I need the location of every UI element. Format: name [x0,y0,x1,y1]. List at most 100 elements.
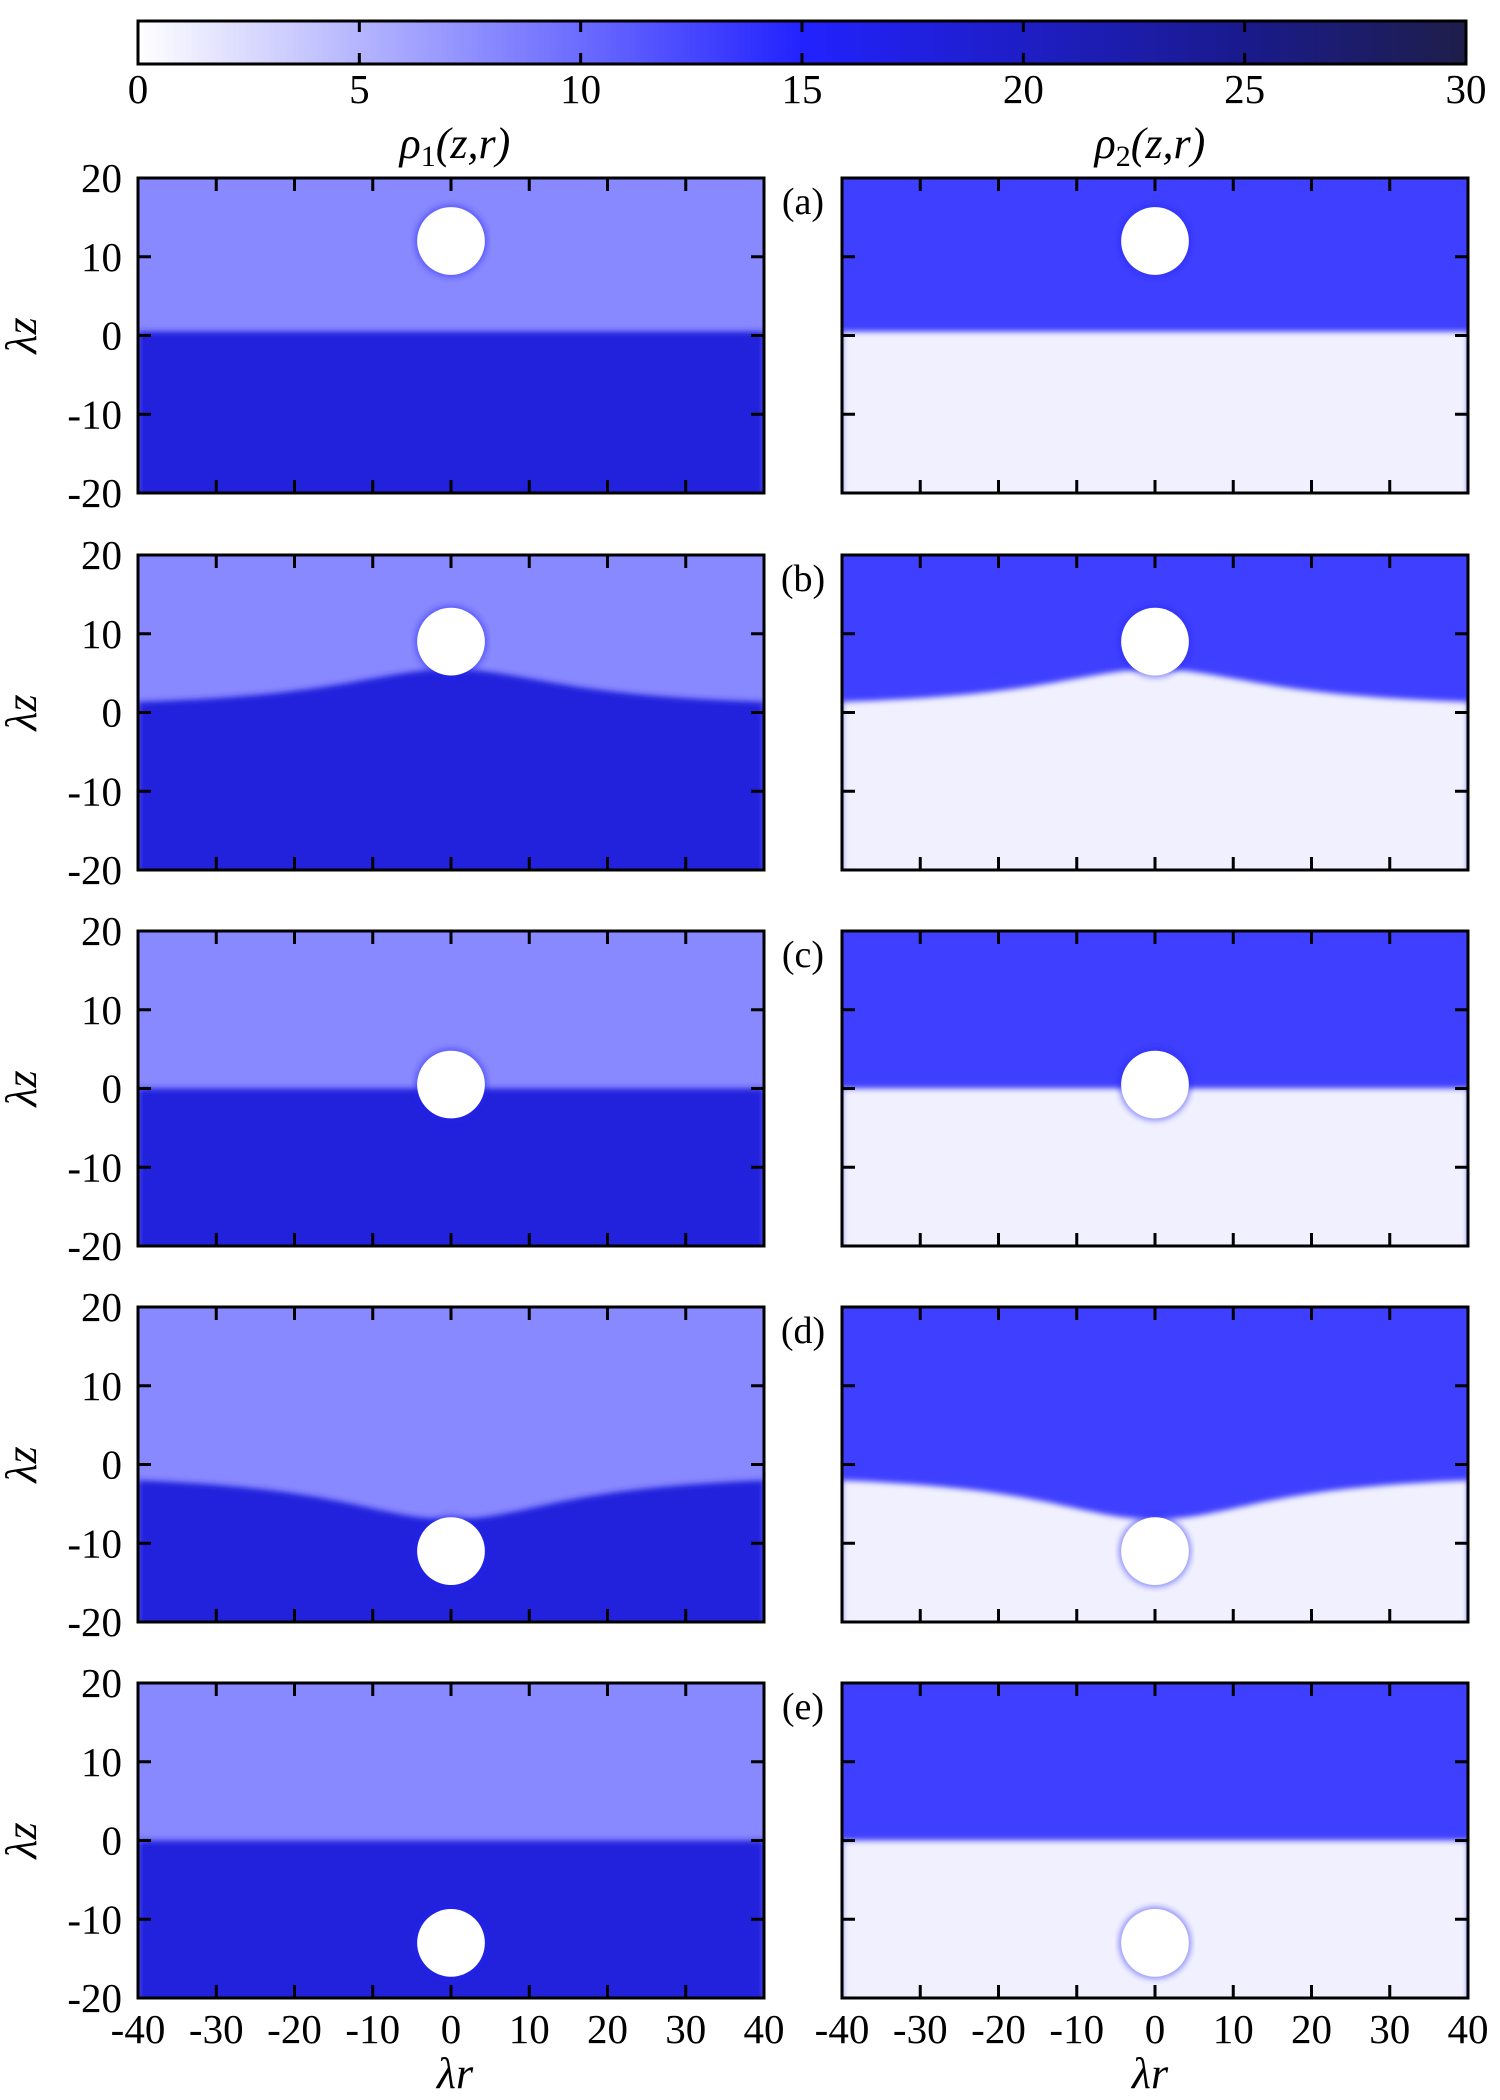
y-tick-label: -20 [67,470,122,516]
x-tick-label: -30 [893,2006,948,2052]
x-tick-label: -40 [111,2006,166,2052]
density-field [138,555,764,870]
x-tick-label: 0 [1145,2006,1166,2052]
density-panel-2-c [840,929,1470,1248]
density-field [138,178,764,493]
x-tick-label: 40 [1448,2006,1489,2052]
obstacle-circle [1121,1050,1189,1119]
y-tick-label: -10 [67,1520,122,1566]
lower-phase [842,331,1468,493]
y-axis-title: λz [0,1446,46,1484]
y-tick-label: -10 [67,1144,122,1190]
x-tick-label: -10 [345,2006,400,2052]
column-title-rho1-sub: 1 [421,140,436,173]
y-tick-label: 0 [102,1066,123,1112]
lower-phase [138,331,764,493]
panel-label: (a) [782,181,824,223]
density-panel-1-d: -20 -10 0 10 20 λz (d) [0,1284,825,1645]
panel-label: (b) [781,558,825,600]
x-tick-label: 30 [665,2006,706,2052]
panel-grid: -20 -10 0 10 20 λz (a) -20 -10 0 10 20 λz (b) -20 -10 0 1… [0,155,1470,2021]
obstacle-circle [417,607,485,676]
density-field [842,1307,1468,1622]
x-tick-label: -40 [815,2006,870,2052]
y-axis-title: λz [0,1822,46,1860]
obstacle-circle [417,1517,485,1585]
density-panel-1-e: -20 -10 0 10 20 λz (e) [0,1660,824,2021]
y-tick-label: -20 [67,1599,122,1645]
density-field [138,1683,764,1998]
colorbar-tick-label: 25 [1224,66,1265,112]
density-panel-2-a [840,176,1470,495]
density-field [842,1683,1468,1998]
colorbar-ticks: 0 5 10 15 20 25 30 [128,21,1487,112]
obstacle-circle [417,207,485,275]
density-field [138,1307,764,1622]
obstacle-circle [1121,1909,1189,1977]
y-tick-label: 10 [81,1739,122,1785]
x-tick-label: 30 [1369,2006,1410,2052]
column-title-rho2-sub: 2 [1116,140,1131,173]
obstacle-circle [1121,207,1189,275]
density-field [842,931,1468,1246]
column-title-rho2-args: (z,r) [1131,119,1206,168]
x-tick-label: 10 [509,2006,550,2052]
x-tick-label: 20 [1291,2006,1332,2052]
y-tick-label: 0 [102,1442,123,1488]
column-title-rho2: ρ2(z,r) [1093,119,1206,173]
y-tick-label: -10 [67,391,122,437]
panel-label: (d) [781,1310,825,1352]
x-tick-label: 20 [587,2006,628,2052]
obstacle-circle [1121,1517,1189,1585]
column-title-rho1-symbol: ρ [398,119,421,168]
y-tick-label: 20 [81,1284,122,1330]
density-field [842,178,1468,493]
y-tick-label: -10 [67,1896,122,1942]
density-field [842,555,1468,870]
lower-phase [138,669,764,870]
y-tick-label: -20 [67,847,122,893]
y-tick-label: -10 [67,768,122,814]
x-tick-label: -10 [1049,2006,1104,2052]
x-tick-label: 40 [744,2006,785,2052]
x-axis-title-right: λr [1130,2049,1169,2098]
y-tick-label: -20 [67,1223,122,1269]
lower-phase [842,1088,1468,1246]
y-axis-title: λz [0,1070,46,1108]
column-title-rho1: ρ1(z,r) [398,119,511,173]
y-tick-label: 20 [81,155,122,201]
column-title-rho2-symbol: ρ [1093,119,1116,168]
lower-phase [138,1088,764,1246]
obstacle-circle [417,1050,485,1119]
y-tick-label: 20 [81,908,122,954]
colorbar-tick-label: 0 [128,66,149,112]
colorbar-tick-label: 5 [349,66,370,112]
x-tick-label: -20 [267,2006,322,2052]
y-tick-label: 10 [81,1363,122,1409]
panel-label: (c) [782,934,824,976]
density-panel-1-b: -20 -10 0 10 20 λz (b) [0,532,825,893]
density-panel-1-c: -20 -10 0 10 20 λz (c) [0,908,824,1269]
x-tick-label: 10 [1213,2006,1254,2052]
y-tick-label: -20 [67,1975,122,2021]
lower-phase [842,669,1468,870]
colorbar-tick-label: 15 [782,66,823,112]
density-panel-2-d [840,1305,1470,1624]
y-tick-label: 0 [102,1818,123,1864]
y-axis-title: λz [0,694,46,732]
y-tick-label: 10 [81,987,122,1033]
colorbar-tick-label: 20 [1003,66,1044,112]
y-tick-label: 0 [102,313,123,359]
x-axis-labels: -40 -30 -20 -10 0 10 20 30 40 -40 -30 -20 -10 0 10 20 30… [111,2006,1489,2052]
colorbar-tick-label: 30 [1446,66,1487,112]
y-tick-label: 20 [81,1660,122,1706]
density-panel-2-b [840,553,1470,872]
density-field [138,931,764,1246]
y-tick-label: 0 [102,690,123,736]
y-axis-title: λz [0,317,46,355]
obstacle-circle [1121,607,1189,676]
column-title-rho1-args: (z,r) [436,119,511,168]
obstacle-circle [417,1909,485,1977]
y-tick-label: 10 [81,234,122,280]
